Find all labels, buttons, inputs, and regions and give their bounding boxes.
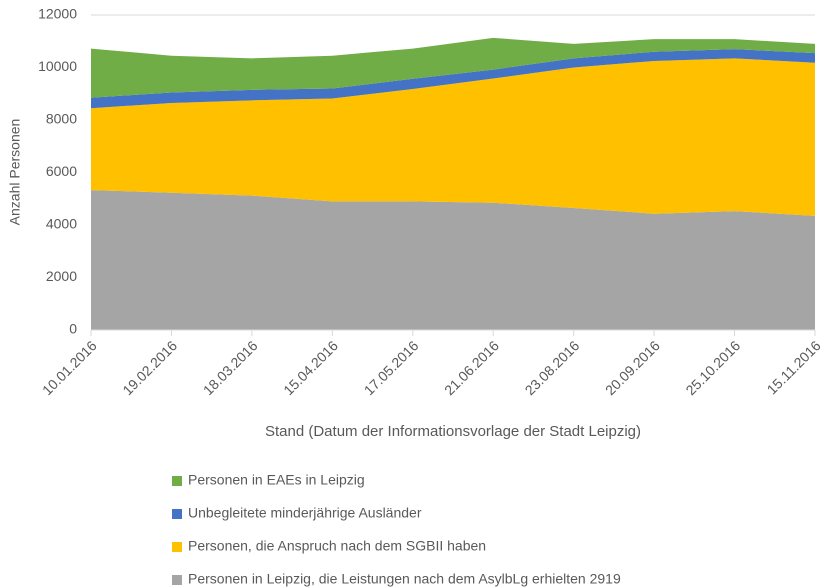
y-tick-label: 8000 <box>46 111 77 127</box>
legend-label: Personen in Leipzig, die Leistungen nach… <box>188 571 621 587</box>
x-tick-label: 25.10.2016 <box>682 337 743 398</box>
x-tick-label: 20.09.2016 <box>602 337 663 398</box>
y-tick-label: 10000 <box>38 58 77 74</box>
area <box>91 37 815 98</box>
y-tick-label: 4000 <box>46 216 77 232</box>
y-tick-label: 2000 <box>46 268 77 284</box>
legend-label: Personen in EAEs in Leipzig <box>188 472 365 488</box>
area <box>91 49 815 109</box>
y-tick-label: 0 <box>69 321 77 337</box>
legend-swatch <box>172 575 182 585</box>
legend-swatch <box>172 542 182 552</box>
area <box>91 58 815 216</box>
y-axis-title: Anzahl Personen <box>7 119 23 226</box>
area <box>91 190 815 330</box>
x-tick-label: 10.01.2016 <box>39 337 100 398</box>
x-tick-label: 17.05.2016 <box>361 337 422 398</box>
y-tick-label: 12000 <box>38 6 77 22</box>
legend-swatch <box>172 509 182 519</box>
x-axis-title: Stand (Datum der Informationsvorlage der… <box>265 423 641 440</box>
x-tick-label: 18.03.2016 <box>200 337 261 398</box>
legend-label: Personen, die Anspruch nach dem SGBII ha… <box>188 538 486 554</box>
y-tick-label: 6000 <box>46 163 77 179</box>
x-tick-label: 15.04.2016 <box>280 337 341 398</box>
x-tick-label: 21.06.2016 <box>441 337 502 398</box>
x-tick-label: 19.02.2016 <box>119 337 180 398</box>
x-tick-label: 15.11.2016 <box>764 337 824 397</box>
legend-label: Unbegleitete minderjährige Ausländer <box>188 505 422 521</box>
legend-swatch <box>172 476 182 486</box>
x-tick-label: 23.08.2016 <box>522 337 583 398</box>
